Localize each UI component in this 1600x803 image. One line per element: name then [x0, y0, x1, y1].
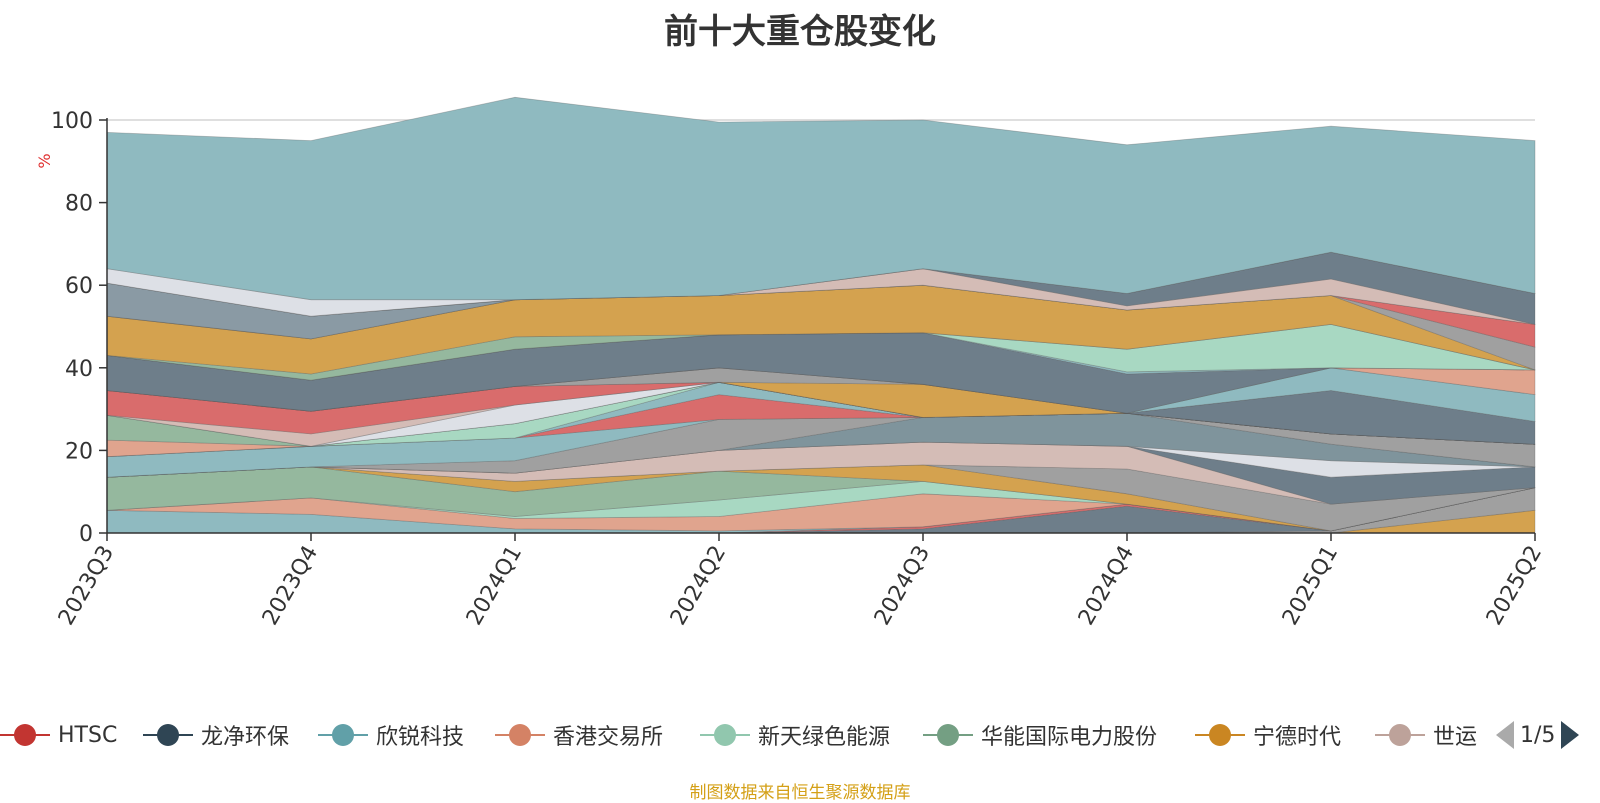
legend-marker-icon	[495, 724, 545, 746]
y-tick-label: 100	[51, 109, 93, 134]
legend-label: 龙净环保	[201, 725, 290, 750]
legend-page-indicator: 1/5	[1520, 722, 1556, 748]
legend-item[interactable]: 香港交易所	[495, 710, 663, 760]
area-series	[106, 96, 1536, 534]
x-tick-label: 2024Q1	[462, 542, 527, 630]
legend-item[interactable]: 龙净环保	[143, 710, 289, 760]
legend-marker-icon	[318, 724, 368, 746]
x-tick-label: 2023Q4	[258, 542, 323, 630]
legend-marker-icon	[143, 724, 193, 746]
legend-next-arrow-icon[interactable]	[1561, 721, 1580, 749]
legend-item[interactable]: HTSC	[0, 710, 117, 760]
legend-label: 欣锐科技	[376, 725, 465, 750]
chart-title: 前十大重仓股变化	[664, 12, 936, 52]
legend-marker-icon	[0, 724, 50, 746]
area-series-29	[106, 367, 1536, 414]
legend-marker-icon	[1195, 724, 1245, 746]
legend-item[interactable]: 宁德时代	[1195, 710, 1341, 760]
legend-label: 世运	[1433, 725, 1478, 750]
legend: HTSC 龙净环保 欣锐科技 香港交易所 新天绿色能源 华能国际电力股份 宁德时代 世运	[0, 710, 1600, 760]
legend-marker-icon	[923, 724, 973, 746]
area-series-28	[106, 367, 1536, 422]
legend-item[interactable]: 世运	[1375, 710, 1477, 760]
legend-label: 华能国际电力股份	[981, 725, 1158, 750]
legend-label: HTSC	[58, 722, 118, 748]
y-tick-label: 80	[65, 192, 93, 217]
x-tick-label: 2024Q4	[1074, 542, 1139, 630]
x-tick-label: 2025Q1	[1278, 542, 1343, 630]
legend-item[interactable]: 华能国际电力股份	[923, 710, 1157, 760]
legend-label: 宁德时代	[1253, 725, 1342, 750]
stacked-area-chart: 0 20 40 60 80 100% 2023Q3 2023Q4 2024Q1 2024Q2 202…	[35, 96, 1547, 630]
legend-label: 新天绿色能源	[758, 725, 891, 750]
legend-item[interactable]: 欣锐科技	[318, 710, 464, 760]
y-tick-label: 20	[65, 439, 93, 464]
x-tick-label: 2025Q2	[1482, 542, 1547, 630]
area-series-27	[106, 367, 1536, 445]
x-tick-label: 2024Q3	[870, 542, 935, 630]
y-tick-label: 60	[65, 274, 93, 299]
y-axis-label: %	[35, 153, 54, 168]
y-tick-label: 40	[65, 357, 93, 382]
legend-prev-arrow-icon[interactable]	[1496, 721, 1514, 749]
legend-pager: 1/5	[1496, 710, 1580, 760]
legend-label: 香港交易所	[553, 725, 664, 750]
legend-marker-icon	[700, 724, 750, 746]
legend-marker-icon	[1375, 724, 1425, 746]
y-tick-label: 0	[79, 522, 93, 547]
x-tick-label: 2024Q2	[666, 542, 731, 630]
area-series-41	[106, 96, 1536, 301]
x-tick-label: 2023Q3	[54, 542, 119, 630]
source-note: 制图数据来自恒生聚源数据库	[689, 783, 911, 803]
legend-item[interactable]: 新天绿色能源	[700, 710, 890, 760]
